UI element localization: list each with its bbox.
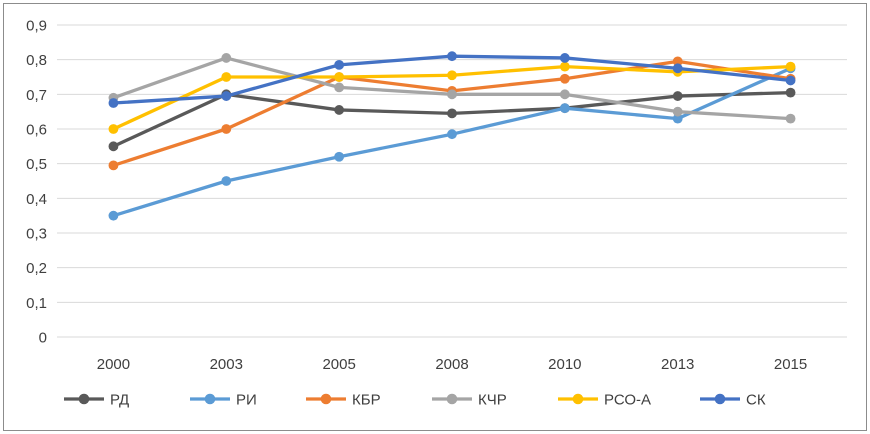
y-tick-label: 0,4 [26, 191, 47, 208]
x-tick-label: 2015 [774, 356, 807, 373]
data-point-marker [221, 53, 232, 63]
legend-label: КБР [352, 392, 381, 409]
data-point-marker [334, 82, 345, 93]
legend-item-РСО-А: РСО-А [558, 392, 651, 409]
data-point-marker [108, 98, 119, 108]
data-point-marker [334, 59, 345, 70]
legend-marker-dot [446, 393, 458, 405]
legend-item-РД: РД [64, 392, 129, 409]
data-point-marker [108, 124, 119, 134]
data-point-marker [447, 108, 457, 119]
data-point-marker [108, 141, 119, 152]
x-tick-label: 2008 [435, 356, 468, 373]
legend-item-СК: СК [700, 392, 766, 409]
data-point-marker [785, 61, 796, 72]
data-point-marker [559, 103, 570, 114]
data-point-marker [785, 113, 796, 124]
y-tick-label: 0,8 [26, 52, 47, 69]
legend-marker-dot [204, 393, 216, 405]
data-point-marker [672, 113, 683, 124]
data-point-marker [447, 89, 457, 100]
data-point-marker [559, 53, 570, 63]
x-tick-label: 2010 [548, 356, 581, 373]
legend-marker-dot [320, 393, 332, 405]
y-tick-label: 0 [39, 330, 47, 347]
legend-item-РИ: РИ [190, 392, 257, 409]
legend-item-КБР: КБР [306, 392, 381, 409]
x-tick-label: 2005 [322, 356, 355, 373]
data-point-marker [108, 160, 119, 171]
series-КЧР [108, 53, 796, 124]
legend-marker-dot [78, 393, 90, 405]
data-point-marker [447, 70, 457, 81]
legend-marker-dot [572, 393, 584, 405]
y-tick-label: 0,7 [26, 87, 47, 104]
data-point-marker [559, 89, 570, 100]
data-point-marker [221, 72, 232, 82]
legend-label: РСО-А [604, 392, 651, 409]
data-point-marker [785, 87, 796, 98]
data-point-marker [334, 151, 345, 162]
legend-label: СК [746, 392, 766, 409]
data-point-marker [559, 61, 570, 72]
y-tick-label: 0,5 [26, 156, 47, 173]
data-point-marker [447, 51, 457, 62]
data-point-marker [334, 105, 345, 115]
data-point-marker [334, 72, 345, 82]
data-point-marker [785, 75, 796, 86]
legend-label: КЧР [478, 392, 507, 409]
data-point-marker [672, 56, 683, 67]
data-point-marker [672, 106, 683, 117]
x-tick-label: 2003 [210, 356, 243, 373]
x-tick-label: 2013 [661, 356, 694, 373]
y-tick-label: 0,6 [26, 122, 47, 139]
x-tick-label: 2000 [97, 356, 130, 373]
y-tick-label: 0,2 [26, 260, 47, 277]
y-tick-label: 0,1 [26, 295, 47, 312]
data-point-marker [108, 210, 119, 221]
data-point-marker [559, 73, 570, 84]
y-tick-label: 0,3 [26, 226, 47, 243]
data-point-marker [221, 176, 232, 186]
legend-label: РИ [236, 392, 257, 409]
data-point-marker [221, 124, 232, 134]
legend-marker-dot [714, 393, 726, 405]
legend-item-КЧР: КЧР [432, 392, 507, 409]
data-point-marker [221, 91, 232, 101]
data-point-marker [447, 129, 457, 140]
legend-label: РД [110, 392, 129, 409]
series-СК [108, 51, 796, 108]
data-point-marker [672, 91, 683, 101]
data-point-marker [672, 63, 683, 74]
y-tick-label: 0,9 [26, 18, 47, 35]
